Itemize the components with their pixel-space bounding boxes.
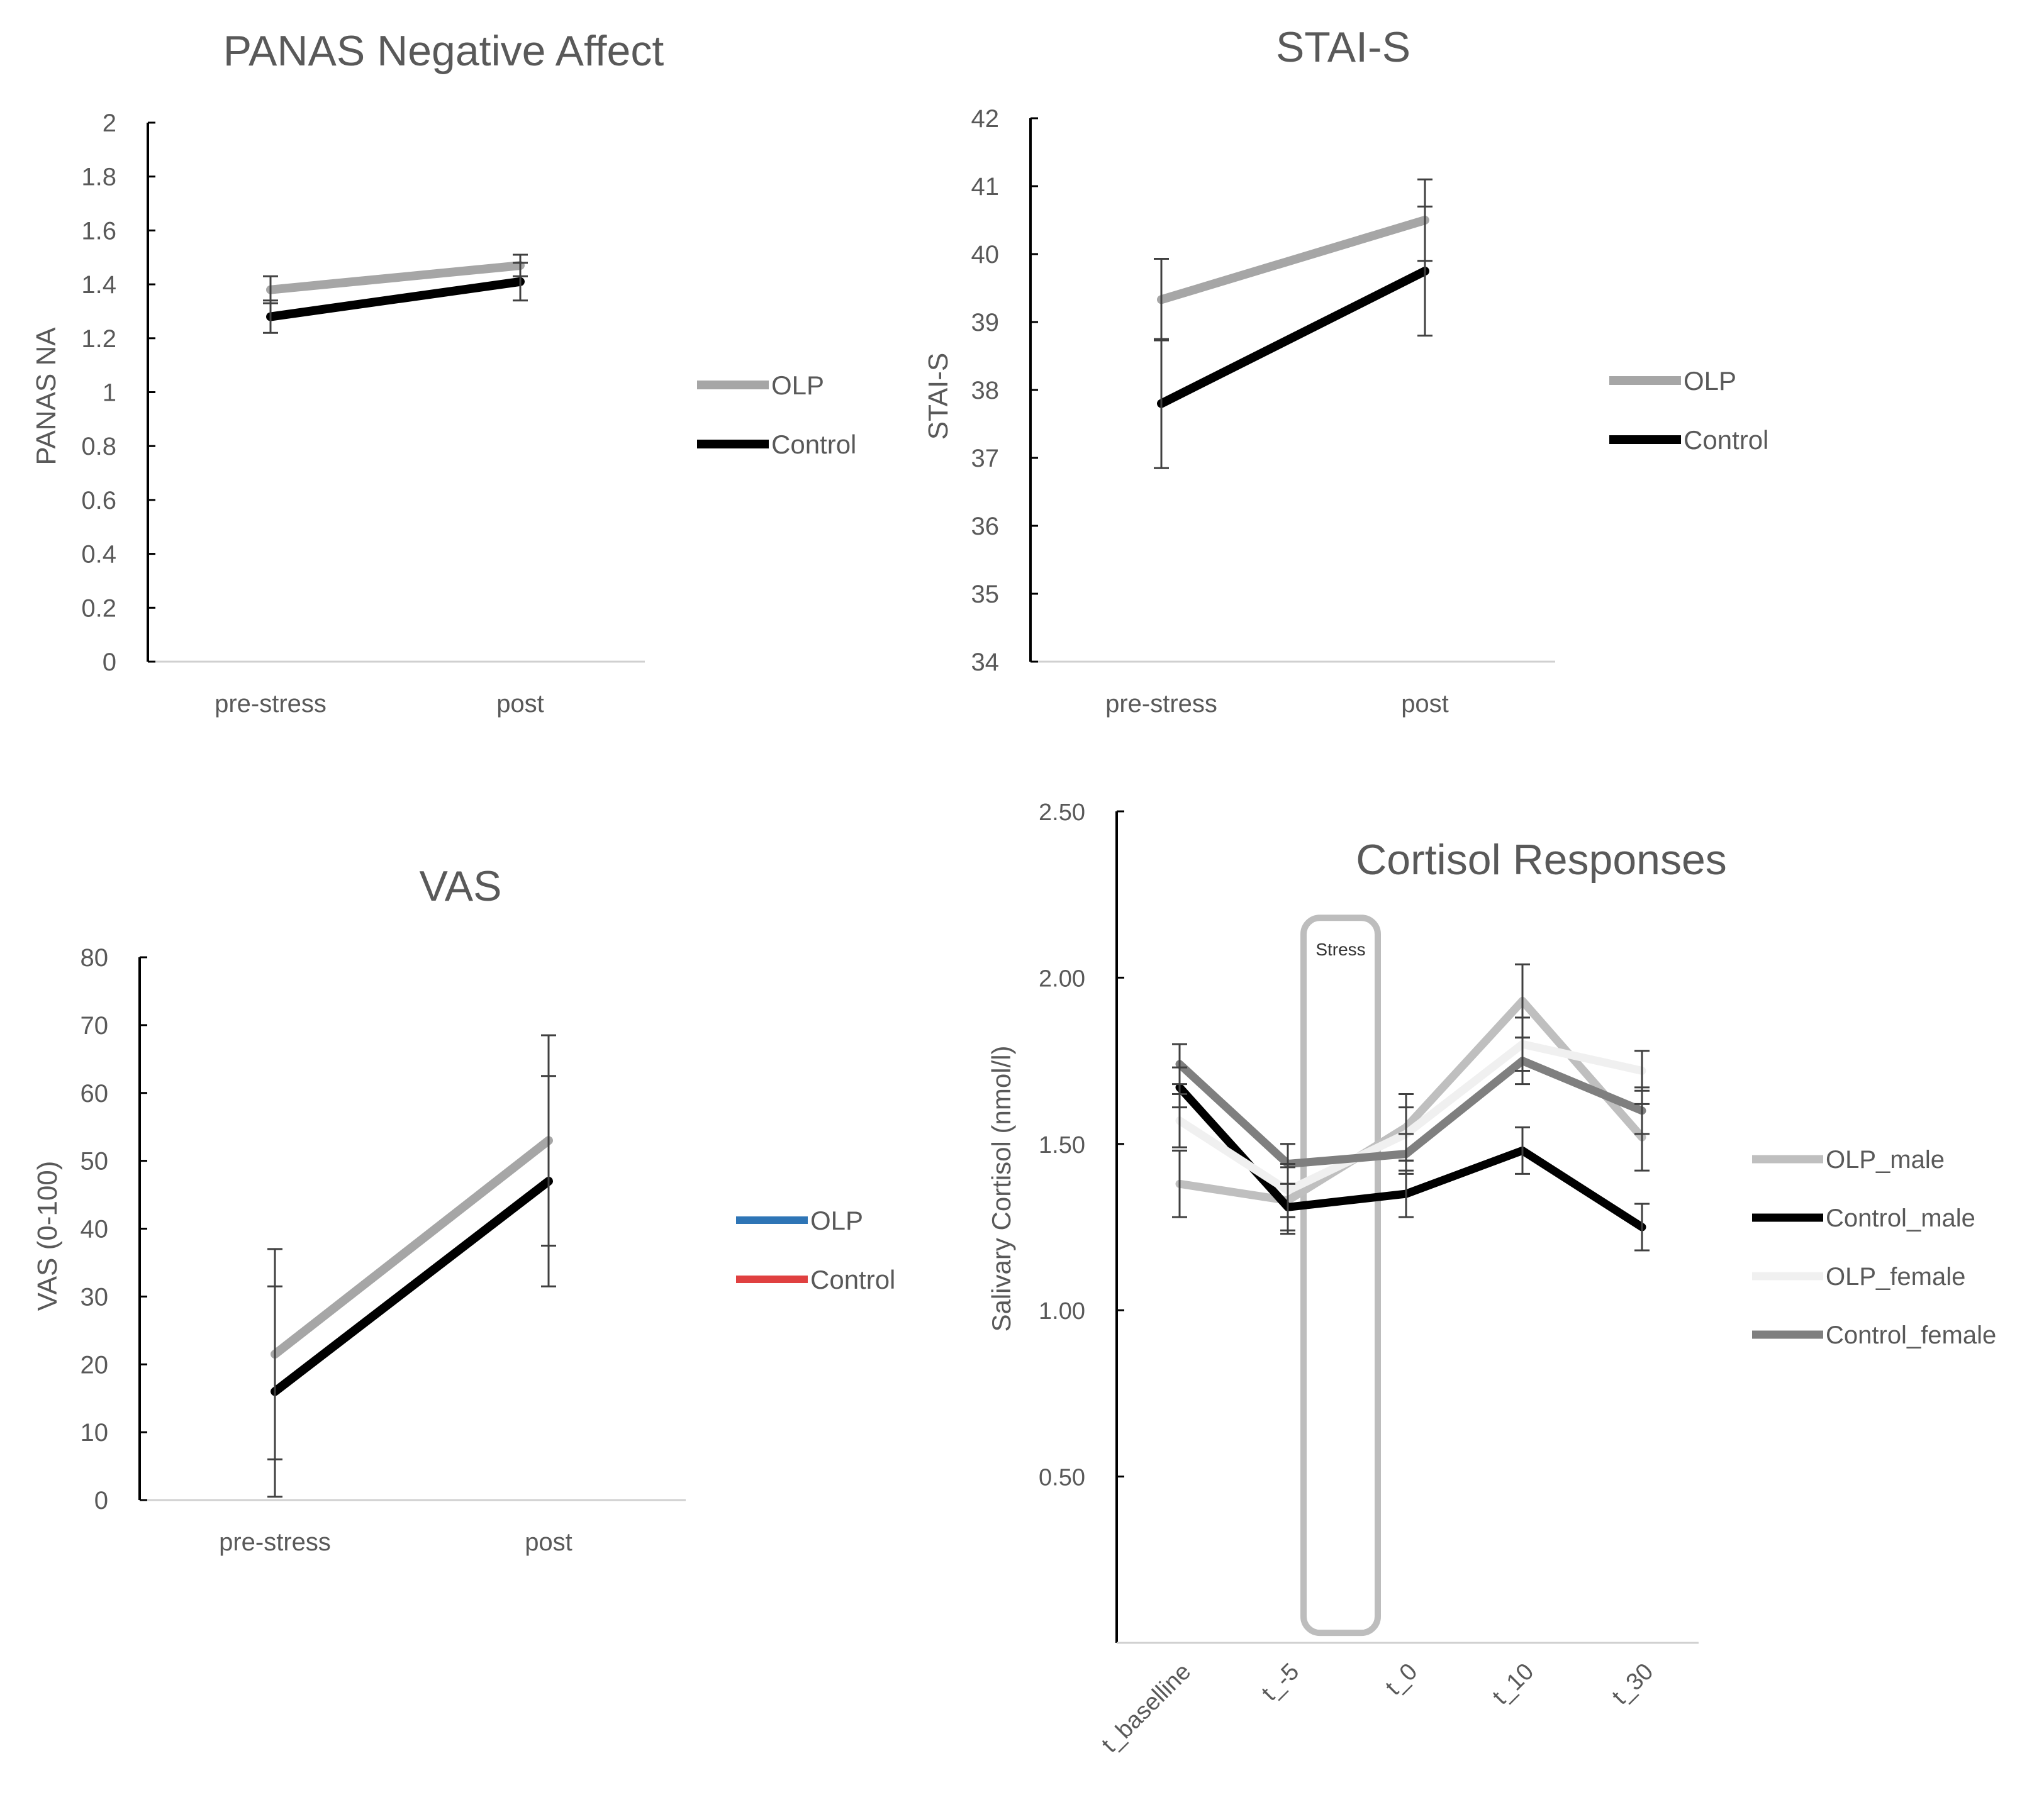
y-axis-label: Salivary Cortisol (nmol/l) — [986, 1045, 1016, 1332]
x-tick-label: pre-stress — [1105, 690, 1217, 718]
y-axis-label: VAS (0-100) — [32, 1161, 63, 1311]
y-tick-label: 35 — [971, 581, 1000, 608]
stress-window-box — [1300, 915, 1381, 1637]
y-tick-label: 0.50 — [1039, 1465, 1085, 1491]
plot-area: Stress 0.50 1.00 1.50 2.00 2.50 t_baselline t_-… — [1039, 799, 1699, 1758]
y-tick-label: 34 — [971, 648, 1000, 676]
x-tick-label: post — [1401, 690, 1449, 718]
legend-label: OLP — [771, 370, 824, 400]
series-line-control — [1157, 267, 1429, 408]
series-line-olp — [271, 1136, 553, 1359]
legend: OLP Control — [697, 370, 856, 459]
legend-label: OLP_female — [1826, 1263, 1965, 1291]
y-tick-label: 41 — [971, 173, 1000, 201]
legend-label: OLP — [810, 1206, 863, 1235]
chart-title: Cortisol Responses — [1356, 836, 1727, 884]
y-tick-label: 2.00 — [1039, 965, 1085, 992]
x-tick-label: t_10 — [1487, 1659, 1539, 1710]
y-tick-label: 80 — [81, 944, 109, 972]
y-tick-label: 10 — [81, 1419, 109, 1447]
series-line-olp — [1157, 216, 1429, 304]
y-tick-label: 1.00 — [1039, 1298, 1085, 1325]
series-line-control — [266, 277, 525, 321]
plot-area: 0 0.2 0.4 0.6 0.8 1 1.2 1.4 1.6 1.8 2 pre-stress pos… — [81, 109, 645, 718]
chart-vas: VAS VAS (0-100) 0 10 20 30 40 50 60 70 80 pre-str… — [32, 862, 895, 1556]
y-tick-label: 70 — [81, 1012, 109, 1040]
legend-label: Control_female — [1826, 1321, 1996, 1349]
chart-cortisol: Cortisol Responses Salivary Cortisol (nm… — [986, 799, 1996, 1758]
series-line-control — [271, 1176, 553, 1396]
x-tick-label: t_0 — [1380, 1659, 1422, 1701]
series-line-control_female — [1175, 1057, 1646, 1169]
legend: OLP Control — [736, 1206, 895, 1294]
y-tick-label: 1 — [103, 379, 116, 407]
chart-title: VAS — [419, 862, 501, 910]
y-tick-label: 1.6 — [81, 217, 116, 245]
y-tick-label: 37 — [971, 445, 1000, 472]
y-tick-label: 42 — [971, 105, 1000, 133]
plot-area: 0 10 20 30 40 50 60 70 80 pre-stress post — [81, 944, 686, 1556]
plot-area: 34 35 36 37 38 39 40 41 42 pre-stress post — [971, 105, 1555, 718]
y-tick-label: 0.8 — [81, 433, 116, 460]
y-tick-label: 40 — [971, 241, 1000, 269]
y-tick-label: 0 — [94, 1487, 108, 1515]
legend: OLP_male Control_male OLP_female Control… — [1752, 1146, 1996, 1349]
x-tick-label: pre-stress — [219, 1528, 331, 1556]
y-tick-label: 0.6 — [81, 487, 116, 514]
chart-title: STAI-S — [1276, 23, 1410, 71]
legend-label: OLP_male — [1826, 1146, 1945, 1174]
y-tick-label: 50 — [81, 1148, 109, 1176]
y-tick-label: 60 — [81, 1080, 109, 1108]
y-tick-label: 0 — [103, 648, 116, 676]
legend: OLP Control — [1609, 366, 1768, 455]
series-line-olp — [266, 261, 525, 294]
stress-annotation-label: Stress — [1315, 940, 1365, 959]
x-tick-label: pre-stress — [215, 690, 327, 718]
y-tick-label: 1.2 — [81, 325, 116, 353]
y-tick-label: 20 — [81, 1351, 109, 1379]
x-tick-label: t_baselline — [1097, 1659, 1196, 1758]
y-tick-label: 38 — [971, 377, 1000, 404]
chart-stai: STAI-S STAI-S 34 35 36 37 38 39 40 41 42 pre-stre… — [923, 23, 1768, 718]
y-tick-label: 1.4 — [81, 271, 116, 299]
legend-label: Control_male — [1826, 1204, 1975, 1232]
legend-label: OLP — [1684, 366, 1736, 396]
chart-panas: PANAS Negative Affect PANAS NA 0 0.2 0.4 0.… — [31, 27, 856, 718]
y-tick-label: 0.4 — [81, 541, 116, 569]
x-tick-label: t_30 — [1607, 1659, 1658, 1710]
series-line-control_male — [1175, 1083, 1646, 1232]
y-tick-label: 36 — [971, 513, 1000, 540]
chart-title: PANAS Negative Affect — [223, 27, 664, 75]
y-tick-label: 39 — [971, 309, 1000, 336]
y-axis-label: PANAS NA — [31, 327, 62, 465]
legend-label: Control — [810, 1265, 895, 1294]
y-axis-label: STAI-S — [923, 353, 954, 440]
y-tick-label: 30 — [81, 1283, 109, 1311]
x-tick-label: post — [525, 1528, 572, 1556]
y-tick-label: 2.50 — [1039, 799, 1085, 826]
x-tick-label: t_-5 — [1256, 1659, 1304, 1706]
y-tick-label: 0.2 — [81, 594, 116, 622]
y-tick-label: 40 — [81, 1216, 109, 1243]
legend-label: Control — [1684, 425, 1768, 455]
x-tick-label: post — [496, 690, 544, 718]
y-tick-label: 1.8 — [81, 164, 116, 191]
y-tick-label: 2 — [103, 109, 116, 137]
legend-label: Control — [771, 430, 856, 459]
y-tick-label: 1.50 — [1039, 1132, 1085, 1159]
